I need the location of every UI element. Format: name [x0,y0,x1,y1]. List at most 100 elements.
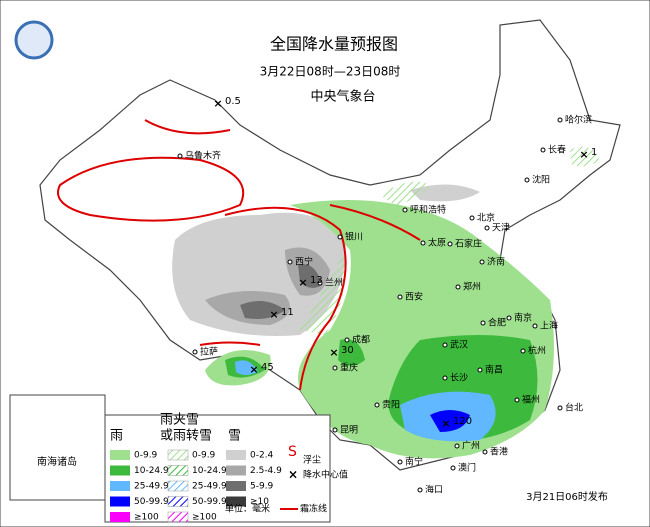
legend-label: 0-9.9 [134,451,158,461]
legend-heading: 雨 [110,429,123,444]
city-dot [332,427,338,433]
city-label: 澳门 [458,462,476,474]
city-label: 兰州 [325,277,343,289]
city-dot [469,215,475,221]
city-dot [192,349,198,355]
city-label: 天津 [492,223,510,234]
city-dot [540,147,546,153]
city-label: 西宁 [295,256,313,268]
center-mark: × [213,97,222,110]
city-label: 南宁 [405,456,423,468]
city-label: 呼和浩特 [410,204,446,216]
city-label: 广州 [462,440,480,452]
legend-swatch [110,481,130,491]
city-dot [454,443,460,449]
city-label: 济南 [487,256,505,268]
center-value: 1 [591,147,597,158]
legend-swatch [167,511,189,523]
issuer: 中央气象台 [310,89,375,105]
sleet-area [300,146,600,335]
legend-label: 浮尘 [303,454,321,466]
city-label: 杭州 [528,345,546,357]
center-value: 13 [310,275,323,286]
city-label: 长春 [548,144,566,156]
city-dot [177,153,183,159]
city-dot [287,259,293,265]
city-dot [332,365,338,371]
center-value: 11 [281,307,294,318]
legend-label: 霜冻线 [300,503,327,515]
city-dot [455,284,461,290]
logo [14,20,54,60]
city-dot [402,207,408,213]
city-label: 成都 [352,334,370,346]
frost-line [144,119,421,391]
legend-swatch [110,512,130,522]
legend-swatch [167,465,189,476]
legend-swatch [110,450,130,460]
center-mark: × [579,148,588,161]
city-dot [344,337,350,343]
city-label: 乌鲁木齐 [185,150,221,162]
center-value: 0.5 [225,96,241,107]
city-dot [442,375,448,381]
city-label: 郑州 [463,281,481,293]
inset-label: 南海诸岛 [37,455,77,468]
unit-label: 单位：毫米 [225,503,270,515]
city-label: 合肥 [488,317,506,329]
center-mark: × [441,417,450,430]
legend-label: 10-24.9 [134,466,169,476]
city-label: 石家庄 [455,238,482,250]
legend-heading: 或雨转雪 [160,429,212,444]
legend-label: ≥10 [250,497,269,507]
legend-label: ≥100 [134,513,159,523]
city-dot [557,117,563,123]
city-dot [520,348,526,354]
rain-area [235,360,496,442]
city-dot [524,177,530,183]
snow-area [410,184,480,202]
legend-label: 0-2.4 [250,451,274,461]
legend-swatch [110,496,130,507]
city-dot [514,397,520,403]
frost-line [57,156,245,222]
center-value: 45 [261,362,274,373]
city-dot [442,342,448,348]
legend-label: 10-24.9 [192,466,227,476]
city-label: 重庆 [340,362,358,374]
title: 全国降水量预报图 [270,35,398,54]
city-dot [482,449,488,455]
city-dot [417,487,423,493]
center-value: 30 [341,345,354,356]
dust-symbol: S [288,444,297,460]
period: 3月22日08时—23日08时 [260,65,401,79]
legend-swatch [167,449,189,461]
city-label: 银川 [345,231,363,243]
city-dot [479,259,485,265]
legend-label: 5-9.9 [250,482,274,492]
center-mark: × [298,276,307,289]
center-mark: × [329,346,338,359]
city-label: 长沙 [450,372,468,384]
city-label: 沈阳 [532,174,550,186]
center-symbol: × [288,468,298,482]
city-dot [477,367,483,373]
city-label: 上海 [540,320,558,332]
city-dot [397,459,403,465]
legend-swatch [226,496,246,507]
legend-heading: 雨夹雪 [160,413,199,428]
city-label: 福州 [522,394,540,406]
center-mark: × [269,308,278,321]
legend-label: 0-9.9 [192,451,216,461]
city-dot [447,241,453,247]
city-label: 哈尔滨 [565,114,592,126]
city-dot [397,294,403,300]
rain-area [430,410,470,432]
city-label: 贵阳 [382,399,400,411]
legend-label: 降水中心值 [303,469,348,481]
city-dot [506,315,512,321]
city-label: 台北 [565,402,583,414]
legend-swatch [110,465,130,476]
city-dot [480,320,486,326]
